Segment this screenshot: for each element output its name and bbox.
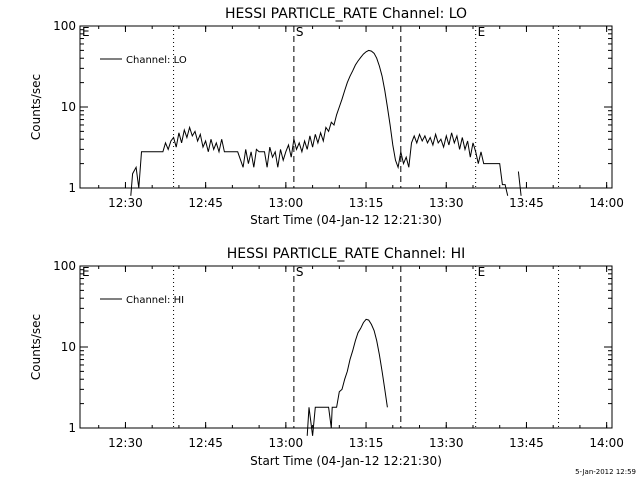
y-tick-label: 100 [53, 19, 76, 33]
chart-panel-2: HESSI PARTICLE_RATE Channel: HI 12:30 12:4… [29, 246, 624, 468]
plot-frame [79, 265, 613, 429]
chart-title: HESSI PARTICLE_RATE Channel: LO [225, 6, 467, 22]
x-axis-label: Start Time (04-Jan-12 12:21:30) [250, 454, 442, 468]
x-axis-label: Start Time (04-Jan-12 12:21:30) [250, 213, 442, 227]
x-tick-label: 13:30 [429, 436, 464, 450]
series-line [306, 318, 388, 436]
y-axis-label: Counts/sec [29, 74, 43, 140]
x-tick-label: 14:00 [589, 196, 624, 210]
x-tick-label: 12:30 [108, 196, 143, 210]
y-tick-label: 1 [68, 181, 76, 195]
plot-frame [79, 25, 613, 189]
chart-panel-1: HESSI PARTICLE_RATE Channel: LO 12:30 12:4… [29, 6, 624, 227]
event-marker-label: S [296, 25, 304, 39]
x-tick-label: 12:45 [188, 436, 223, 450]
chart-title: HESSI PARTICLE_RATE Channel: HI [227, 246, 465, 262]
x-tick-label: 13:00 [269, 196, 304, 210]
y-tick-label: 1 [68, 421, 76, 435]
x-tick-label: 13:15 [349, 436, 384, 450]
event-marker-label: E [82, 265, 90, 279]
series-line [517, 171, 522, 196]
event-marker-label: E [82, 25, 90, 39]
footer-timestamp: 5-Jan-2012 12:59 [575, 468, 636, 476]
y-tick-label: 100 [53, 259, 76, 273]
x-tick-label: 12:30 [108, 436, 143, 450]
x-tick-label: 14:00 [589, 436, 624, 450]
y-axis-label: Counts/sec [29, 314, 43, 380]
event-marker-label: S [296, 265, 304, 279]
event-marker-label: E [478, 265, 486, 279]
legend-label: Channel: LO [126, 55, 187, 66]
event-marker-label: E [478, 25, 486, 39]
x-tick-label: 13:00 [269, 436, 304, 450]
x-tick-label: 12:45 [188, 196, 223, 210]
x-tick-label: 13:15 [349, 196, 384, 210]
y-tick-label: 10 [61, 100, 76, 114]
x-tick-label: 13:45 [509, 196, 544, 210]
x-tick-label: 13:30 [429, 196, 464, 210]
x-tick-label: 13:45 [509, 436, 544, 450]
legend-label: Channel: HI [126, 295, 184, 306]
y-tick-label: 10 [61, 340, 76, 354]
series-line [130, 49, 509, 196]
